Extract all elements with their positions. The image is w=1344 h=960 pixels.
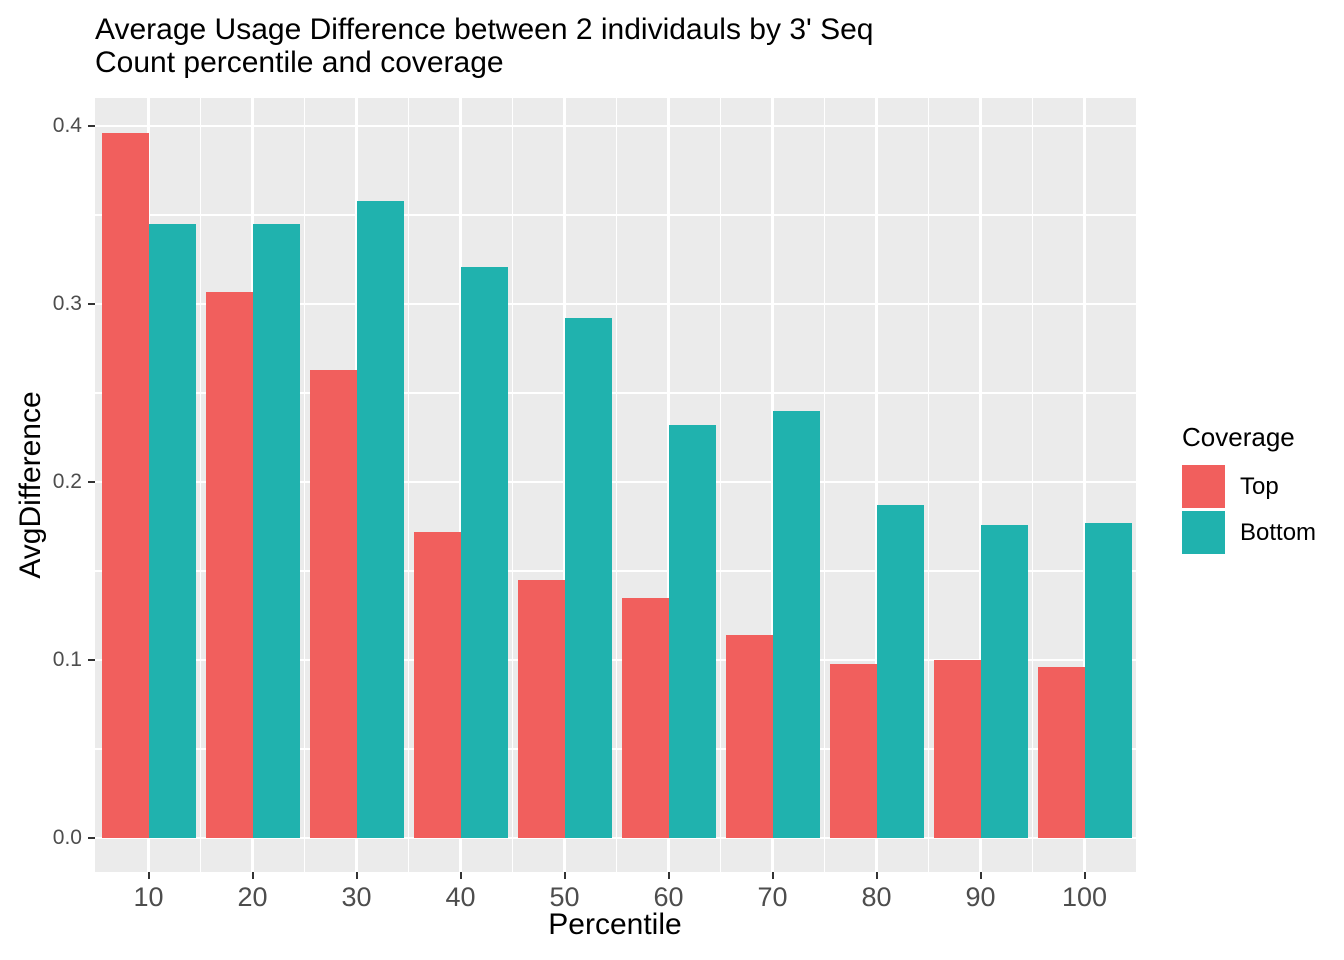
x-tick-label: 70 xyxy=(757,882,788,912)
y-gridline-minor xyxy=(95,570,1136,572)
x-gridline-major xyxy=(979,98,982,872)
x-gridline-minor xyxy=(615,98,618,872)
x-gridline-major xyxy=(1083,98,1086,872)
bar-bottom-90 xyxy=(980,524,1028,838)
x-tick xyxy=(355,872,358,879)
plot-panel xyxy=(95,98,1136,872)
bar-top-60 xyxy=(621,597,669,838)
y-tick-label: 0.1 xyxy=(52,648,82,671)
y-gridline-major xyxy=(95,480,1136,484)
legend-item-bottom: Bottom xyxy=(1182,511,1316,554)
x-tick-label: 100 xyxy=(1061,882,1108,912)
x-tick-label: 90 xyxy=(965,882,996,912)
y-tick-label: 0.2 xyxy=(52,470,82,493)
x-gridline-minor xyxy=(511,98,514,872)
y-tick xyxy=(88,125,95,127)
bar-top-30 xyxy=(309,369,357,838)
chart-title-line2: Count percentile and coverage xyxy=(95,46,504,79)
x-gridline-minor xyxy=(303,98,306,872)
x-tick-label: 50 xyxy=(549,882,580,912)
y-tick-label: 0.3 xyxy=(52,292,82,315)
x-tick xyxy=(147,872,150,879)
y-gridline-major xyxy=(95,302,1136,306)
legend: Coverage Top Bottom xyxy=(1182,422,1316,557)
bar-top-40 xyxy=(413,531,461,838)
bar-bottom-70 xyxy=(772,410,820,838)
bar-bottom-80 xyxy=(876,505,924,838)
x-tick xyxy=(979,872,982,879)
y-tick xyxy=(88,837,95,839)
bar-bottom-40 xyxy=(460,266,508,838)
y-gridline-major xyxy=(95,124,1136,128)
bar-top-100 xyxy=(1037,667,1085,838)
bar-bottom-60 xyxy=(668,425,716,838)
bar-top-50 xyxy=(517,579,565,838)
x-tick-label: 80 xyxy=(861,882,892,912)
bar-top-90 xyxy=(933,660,981,838)
x-gridline-minor xyxy=(1031,98,1034,872)
bar-bottom-100 xyxy=(1084,522,1132,838)
x-axis-title: Percentile xyxy=(548,908,682,941)
legend-items: Top Bottom xyxy=(1182,465,1316,554)
bar-top-20 xyxy=(205,291,253,838)
x-tick-label: 40 xyxy=(445,882,476,912)
bar-bottom-10 xyxy=(148,223,196,838)
y-gridline-minor xyxy=(95,214,1136,216)
y-gridline-minor xyxy=(95,748,1136,750)
legend-item-top: Top xyxy=(1182,465,1316,508)
x-tick xyxy=(459,872,462,879)
x-gridline-minor xyxy=(407,98,410,872)
y-gridline-major xyxy=(95,836,1136,840)
y-tick xyxy=(88,659,95,661)
x-gridline-major xyxy=(875,98,878,872)
x-gridline-minor xyxy=(199,98,202,872)
y-tick-label: 0.4 xyxy=(52,114,82,137)
bar-top-70 xyxy=(725,635,773,838)
x-tick xyxy=(563,872,566,879)
legend-key-top-swatch xyxy=(1182,465,1225,508)
bar-top-80 xyxy=(829,663,877,838)
x-tick-label: 30 xyxy=(341,882,372,912)
x-tick-label: 20 xyxy=(237,882,268,912)
x-tick-label: 60 xyxy=(653,882,684,912)
x-tick xyxy=(667,872,670,879)
bar-top-10 xyxy=(101,133,149,838)
x-gridline-minor xyxy=(823,98,826,872)
x-tick xyxy=(875,872,878,879)
y-gridline-major xyxy=(95,658,1136,662)
x-tick xyxy=(1083,872,1086,879)
x-gridline-minor xyxy=(927,98,930,872)
chart-title-line1: Average Usage Difference between 2 indiv… xyxy=(95,13,874,46)
y-gridline-minor xyxy=(95,392,1136,394)
x-tick-label: 10 xyxy=(133,882,164,912)
legend-title: Coverage xyxy=(1182,422,1295,452)
x-tick xyxy=(771,872,774,879)
y-tick-label: 0.0 xyxy=(52,826,82,849)
chart-title: Average Usage Difference between 2 indiv… xyxy=(95,13,873,79)
legend-label: Bottom xyxy=(1240,518,1317,546)
legend-label: Top xyxy=(1240,472,1279,500)
x-tick xyxy=(251,872,254,879)
y-tick xyxy=(88,481,95,483)
x-gridline-minor xyxy=(719,98,722,872)
bar-bottom-30 xyxy=(356,200,404,838)
bar-bottom-50 xyxy=(564,318,612,838)
bar-bottom-20 xyxy=(252,223,300,838)
legend-key-bottom-swatch xyxy=(1182,511,1225,554)
y-tick xyxy=(88,303,95,305)
